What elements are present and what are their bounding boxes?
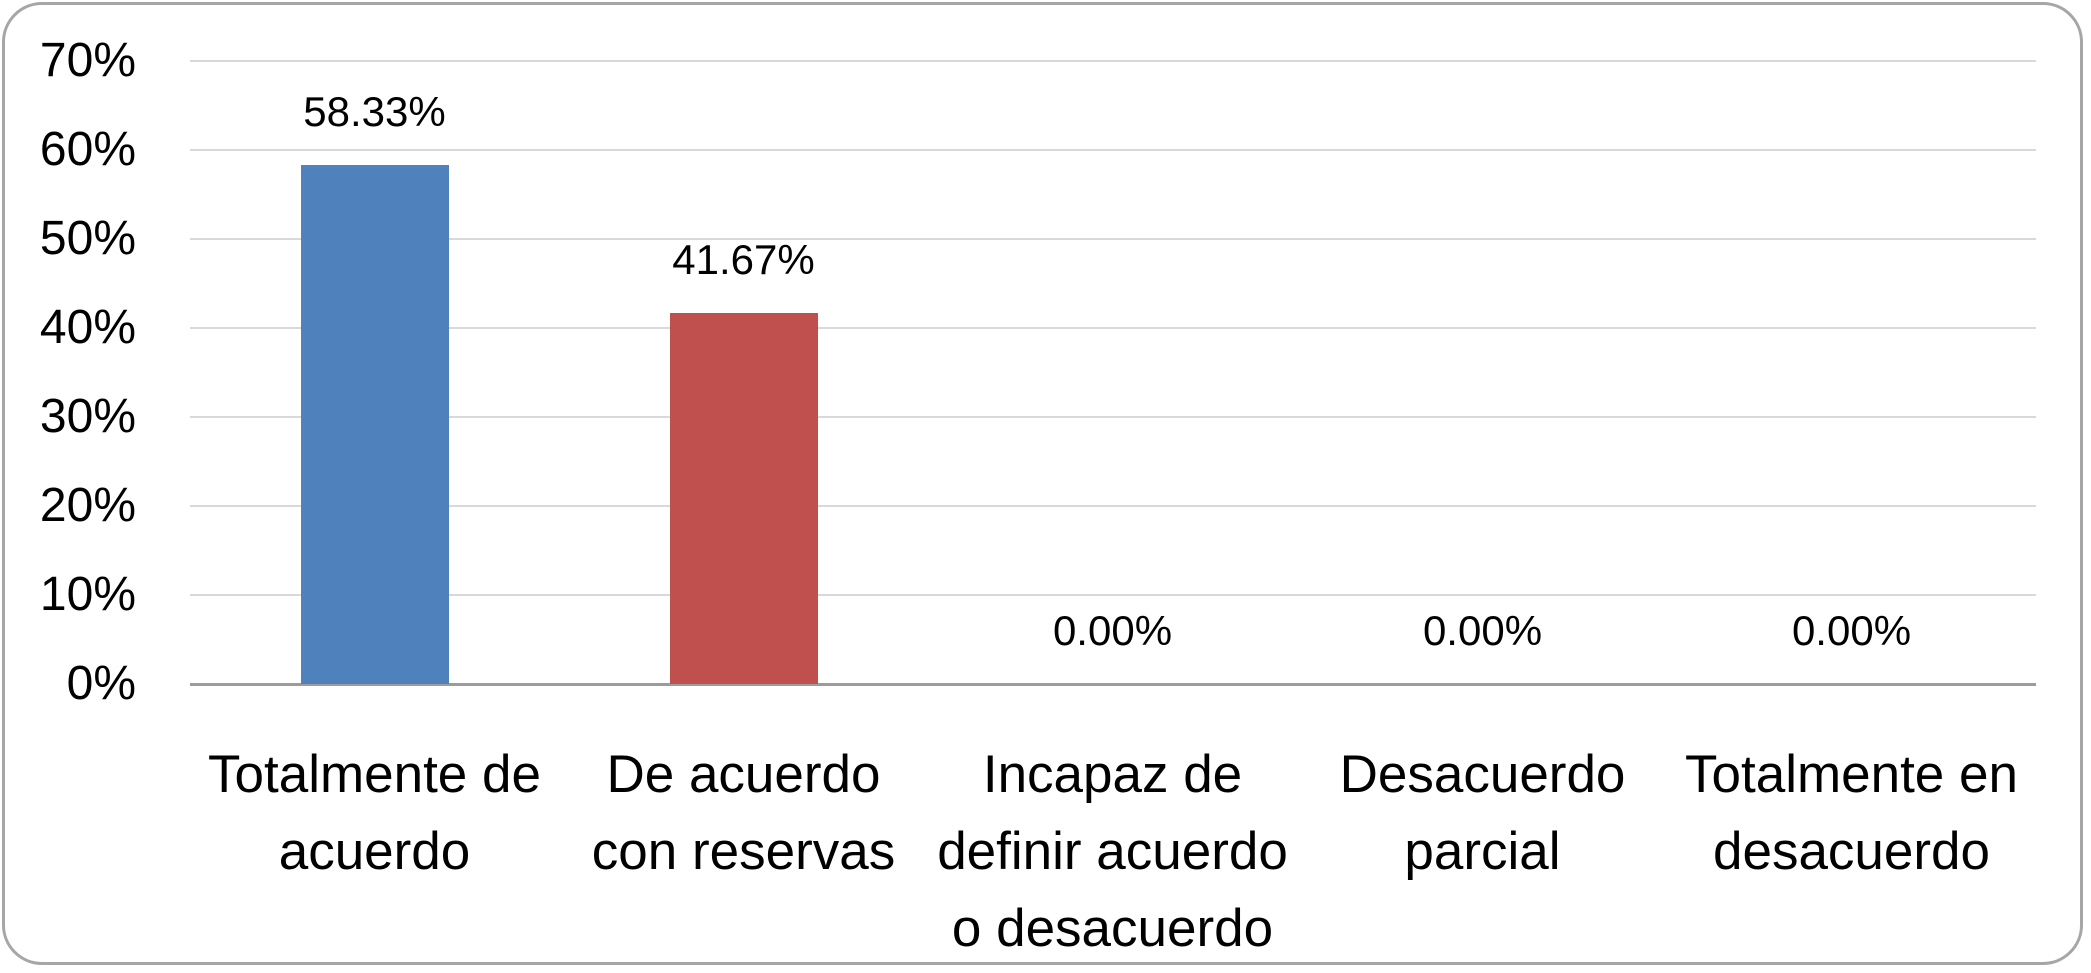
gridline: [190, 60, 2036, 62]
value-label: 0.00%: [1791, 607, 1912, 654]
y-axis-tick-label: 60%: [39, 123, 136, 176]
y-axis-tick-label: 30%: [39, 390, 136, 443]
y-axis-tick-label: 70%: [39, 34, 136, 87]
gridline: [190, 149, 2036, 151]
category-label: Totalmente de acuerdo: [208, 745, 541, 881]
value-label: 0.00%: [1422, 607, 1543, 654]
bar: [301, 165, 449, 684]
value-label: 58.33%: [303, 88, 446, 135]
gridline: [190, 327, 2036, 329]
value-label: 41.67%: [672, 236, 815, 283]
category-label: De acuerdo con reservas: [591, 745, 896, 881]
category-label: Desacuerdo parcial: [1339, 745, 1626, 881]
bar: [670, 313, 818, 684]
category-label: Totalmente en desacuerdo: [1685, 745, 2018, 881]
x-axis-line: [190, 683, 2036, 686]
y-axis-tick-label: 0%: [66, 657, 136, 710]
gridline: [190, 238, 2036, 240]
y-axis-tick-label: 50%: [39, 212, 136, 265]
y-axis-tick-label: 10%: [39, 568, 136, 621]
gridline: [190, 505, 2036, 507]
value-label: 0.00%: [1052, 607, 1173, 654]
gridline: [190, 594, 2036, 596]
y-axis-tick-label: 20%: [39, 479, 136, 532]
gridline: [190, 416, 2036, 418]
category-label: Incapaz de definir acuerdo o desacuerdo: [937, 745, 1288, 958]
y-axis-tick-label: 40%: [39, 301, 136, 354]
